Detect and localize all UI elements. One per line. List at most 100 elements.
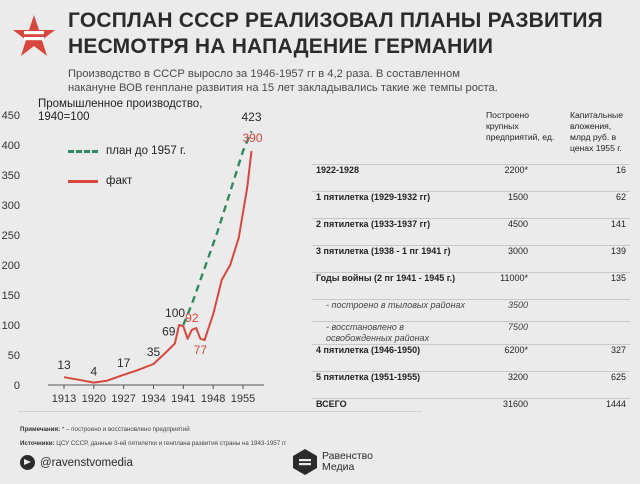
- table-cell-invest: 625: [610, 372, 626, 382]
- y-tick-label: 50: [8, 350, 20, 362]
- legend-swatch-fact: [68, 179, 98, 183]
- table-cell-period: - построено в тыловых районах: [326, 300, 466, 310]
- table-cell-built: 6200*: [504, 345, 528, 355]
- table-cell-spacer: [538, 345, 556, 372]
- data-label: 77: [194, 343, 208, 357]
- table-cell-spacer: [538, 372, 556, 399]
- source-text: ЦСУ СССР, данные 3-ей пятилетки и генпла…: [54, 440, 287, 447]
- x-tick-label: 1934: [141, 393, 165, 405]
- brand-mark-icon: [293, 449, 317, 475]
- series-line-fact: [63, 150, 253, 384]
- page-title: ГОСПЛАН СССР РЕАЛИЗОВАЛ ПЛАНЫ РАЗВИТИЯ Н…: [68, 8, 603, 60]
- table-cell-period: Годы войны (2 пг 1941 - 1945 г.): [316, 273, 456, 283]
- note-line: Примечания: * – построено и восстановлен…: [20, 423, 286, 437]
- legend-item-plan: план до 1957 г.: [68, 136, 186, 166]
- x-tick-label: 1948: [201, 393, 225, 405]
- series-line-plan: [182, 130, 253, 326]
- data-label: 423: [242, 110, 262, 124]
- x-tick-label: 1927: [111, 393, 135, 405]
- chart-title: Промышленное производство, 1940=100: [38, 98, 202, 124]
- table-cell-period: 3 пятилетка (1938 - 1 пг 1941 г): [316, 246, 451, 256]
- table-cell-period: 4 пятилетка (1946-1950): [316, 345, 421, 355]
- table-row: - построено в тыловых районах 3500: [312, 299, 630, 322]
- legend-label-fact: факт: [106, 175, 133, 187]
- table-cell-built: 7500: [507, 322, 528, 332]
- table-cell-spacer: [538, 273, 556, 300]
- table-cell-built: 11000*: [500, 273, 528, 283]
- x-tick-label: 1920: [82, 393, 106, 405]
- table-cell-period: 1922-1928: [316, 165, 360, 175]
- brand-line-2: Медиа: [322, 461, 355, 473]
- table-cell-spacer: [538, 399, 556, 426]
- table-row: 2 пятилетка (1933-1937 гг) 4500 141: [312, 218, 630, 246]
- chart-title-line-2: 1940=100: [38, 111, 90, 123]
- y-tick-label: 100: [2, 320, 20, 332]
- table-cell-invest: 327: [610, 345, 626, 355]
- telegram-handle[interactable]: @ravenstvomedia: [40, 456, 133, 469]
- telegram-icon: [20, 455, 35, 470]
- data-label: 17: [117, 356, 131, 370]
- brand-logo: Равенство Медиа: [292, 448, 373, 476]
- title-line-1: ГОСПЛАН СССР РЕАЛИЗОВАЛ ПЛАНЫ РАЗВИТИЯ: [68, 9, 603, 32]
- table-cell-invest: 1444: [605, 399, 626, 409]
- table-cell-period: 2 пятилетка (1933-1937 гг): [316, 219, 431, 229]
- legend-label-plan: план до 1957 г.: [106, 145, 186, 157]
- table-cell-spacer: [538, 219, 556, 246]
- subtitle-line-2: накануне ВОВ генплане развития на 15 лет…: [68, 82, 498, 94]
- table-cell-period: - восстановлено в освобожденных районах: [326, 322, 430, 343]
- y-tick-label: 300: [2, 200, 20, 212]
- x-tick-label: 1955: [231, 393, 255, 405]
- table-header-built: Построено крупных предприятий, ед.: [486, 110, 555, 142]
- x-tick-label: 1941: [171, 393, 195, 405]
- table-cell-spacer: [538, 165, 556, 192]
- table-header-invest: Капитальные вложения, млрд руб. в ценах …: [569, 110, 623, 153]
- table-cell-invest: 141: [610, 219, 626, 229]
- table-row: 4 пятилетка (1946-1950) 6200* 327: [312, 344, 630, 372]
- table-cell-period: 5 пятилетка (1951-1955): [316, 372, 421, 382]
- data-label: 35: [147, 345, 161, 359]
- table-cell-spacer: [538, 192, 556, 219]
- table-row: Годы войны (2 пг 1941 - 1945 г.) 11000* 13…: [312, 272, 630, 300]
- table-cell-built: 3000: [507, 246, 528, 256]
- legend-item-fact: факт: [68, 166, 186, 196]
- y-tick-label: 200: [2, 260, 20, 272]
- table-cell-period: 1 пятилетка (1929-1932 гг): [316, 192, 431, 202]
- table-cell-built: 4500: [507, 219, 528, 229]
- y-tick-label: 450: [2, 110, 20, 122]
- table-cell-spacer: [538, 300, 556, 322]
- table-row: ВСЕГО 31600 1444: [312, 398, 630, 426]
- table-row: 5 пятилетка (1951-1955) 3200 625: [312, 371, 630, 399]
- chart-legend: план до 1957 г. факт: [68, 136, 186, 196]
- table-cell-spacer: [538, 322, 556, 345]
- chart-title-line-1: Промышленное производство,: [38, 98, 203, 110]
- table-cell-built: 1500: [507, 192, 528, 202]
- table-cell-invest: [556, 322, 630, 345]
- subtitle-line-1: Производство в СССР выросло за 1946-1957…: [68, 68, 460, 80]
- y-tick-label: 150: [2, 290, 20, 302]
- data-label: 100: [165, 306, 185, 320]
- table-row: 1 пятилетка (1929-1932 гг) 1500 62: [312, 191, 630, 219]
- data-label: 69: [162, 325, 176, 339]
- table-cell-invest: 16: [615, 165, 626, 175]
- table-cell-invest: [556, 300, 630, 322]
- table-cell-built: 3200: [507, 372, 528, 382]
- table-header-period: [312, 102, 472, 165]
- table-cell-spacer: [538, 246, 556, 273]
- investment-table: Построено крупных предприятий, ед. Капит…: [312, 102, 630, 426]
- table-cell-built: 3500: [507, 300, 528, 310]
- y-tick-label: 350: [2, 170, 20, 182]
- data-label: 13: [57, 358, 71, 372]
- table-row: 3 пятилетка (1938 - 1 пг 1941 г) 3000 139: [312, 245, 630, 273]
- table-row: - восстановлено в освобожденных районах 7…: [312, 321, 630, 345]
- telegram-link[interactable]: @ravenstvomedia: [20, 455, 133, 470]
- table-cell-period: ВСЕГО: [316, 399, 347, 409]
- table-cell-invest: 62: [615, 192, 626, 202]
- data-label: 4: [90, 365, 97, 379]
- notes: Примечания: * – построено и восстановлен…: [20, 423, 286, 451]
- y-tick-label: 400: [2, 140, 20, 152]
- logo-icon: [13, 15, 55, 56]
- y-tick-label: 250: [2, 230, 20, 242]
- note-text: * – построено и восстановлено предприяти…: [60, 426, 190, 433]
- table-row: 1922-1928 2200* 16: [312, 164, 630, 192]
